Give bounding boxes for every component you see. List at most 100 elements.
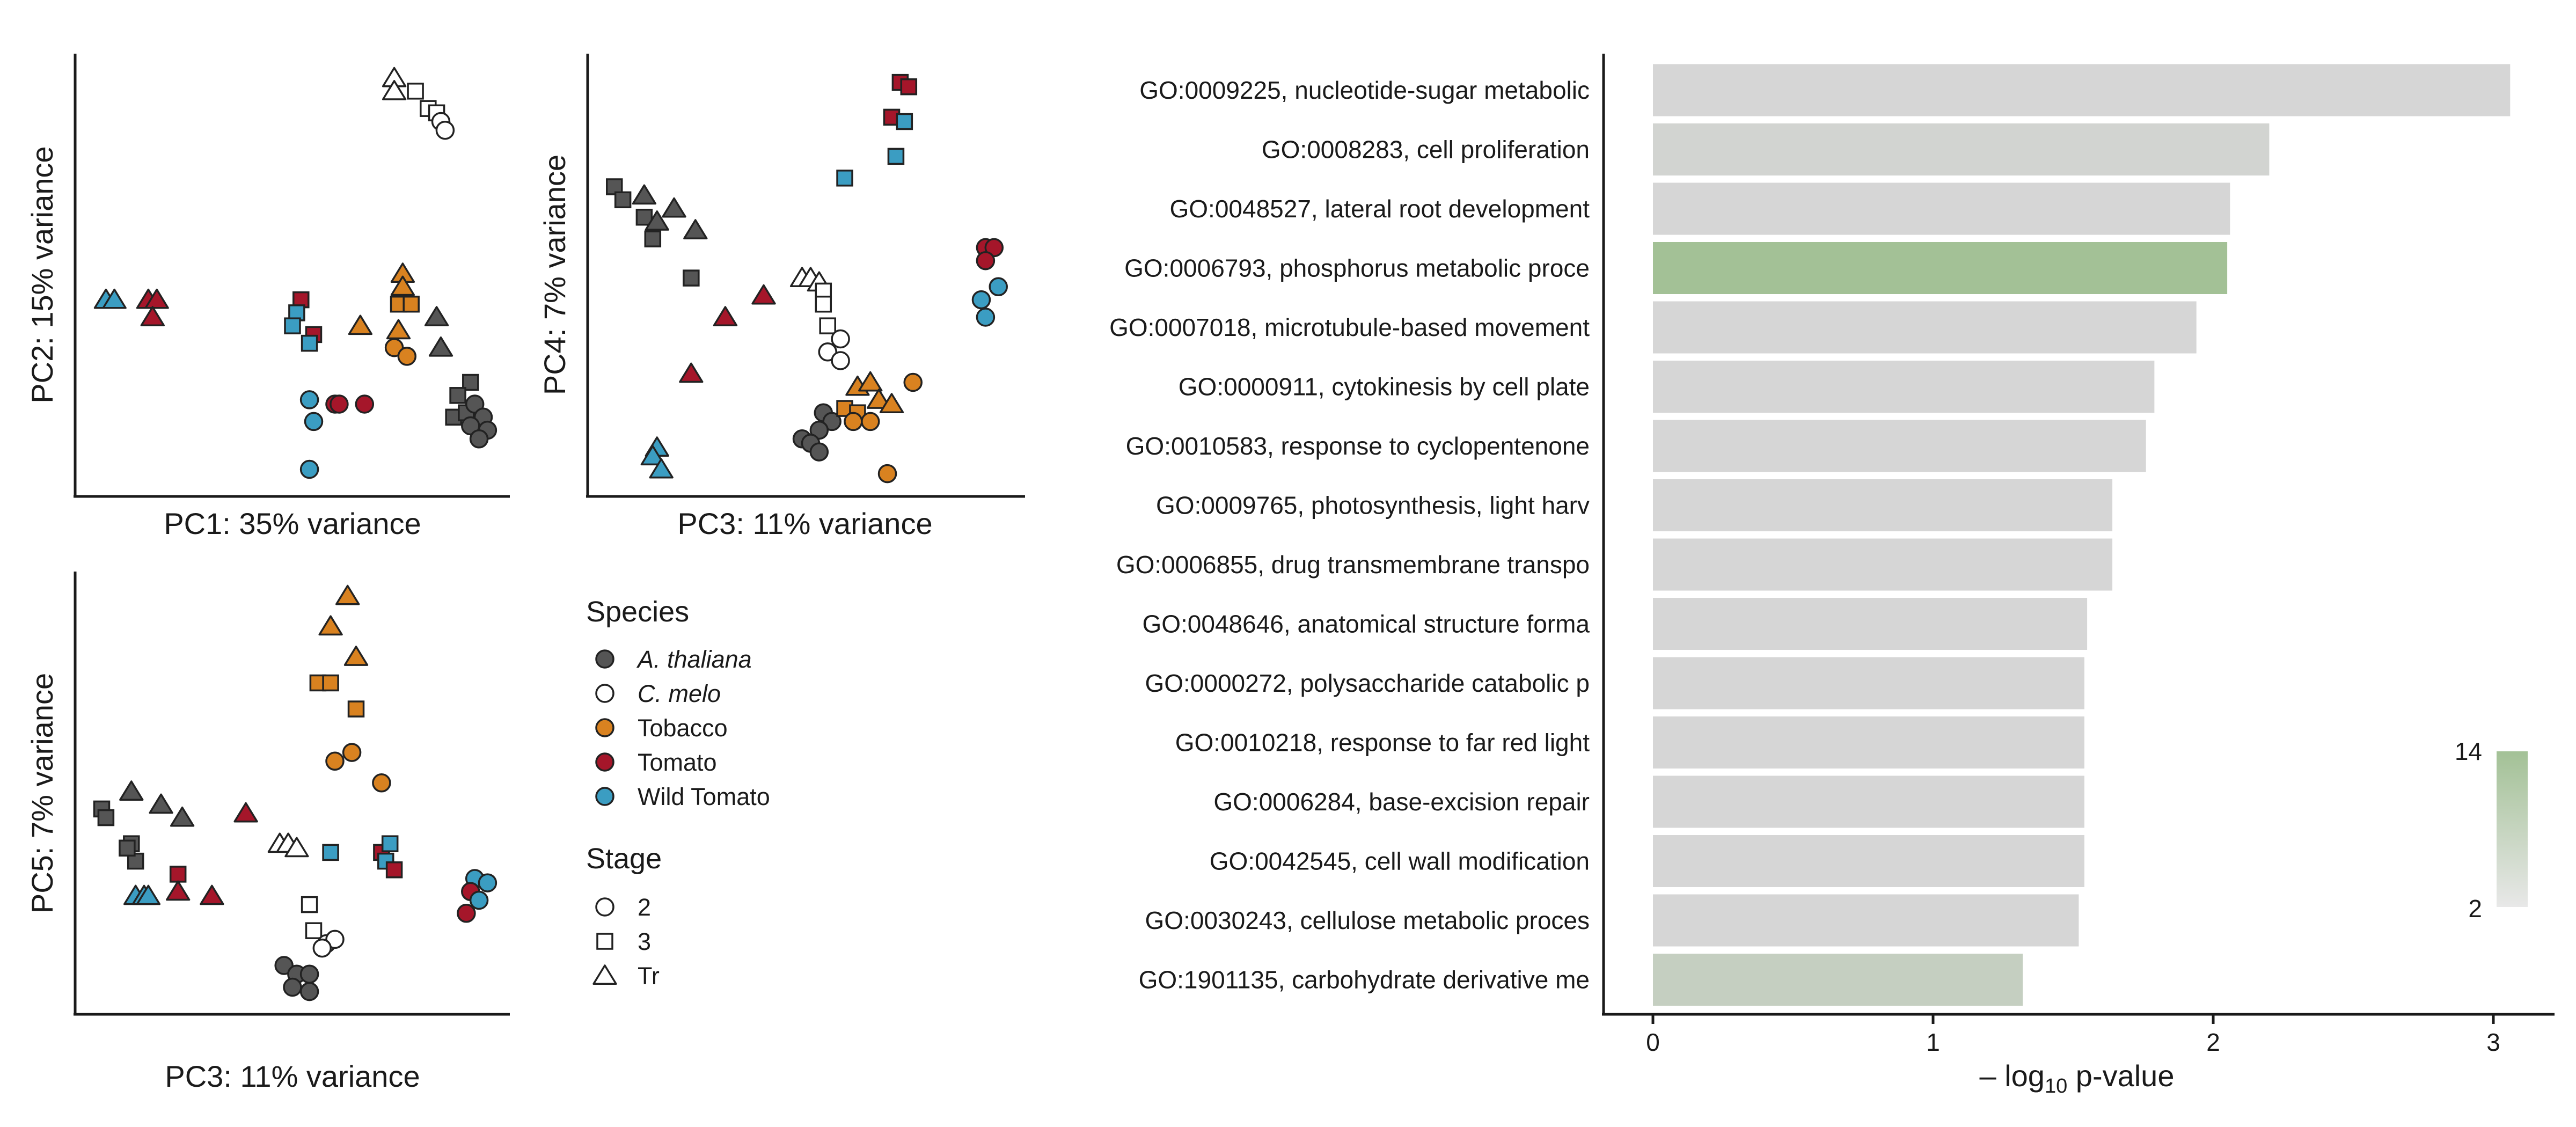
- legend-species-key: [595, 684, 614, 703]
- go-bar: [1653, 361, 2155, 413]
- go-x-label: – log10 p-value: [1980, 1059, 2175, 1097]
- scatter-point: [305, 922, 323, 939]
- scatter-point: [169, 866, 187, 883]
- scatter-point: [844, 412, 863, 431]
- scatter-point: [822, 412, 841, 431]
- scatter-point: [896, 113, 913, 130]
- pca-2-points: [606, 74, 1008, 484]
- go-bar: [1653, 123, 2270, 175]
- scatter-point: [751, 284, 776, 305]
- scatter-point: [640, 445, 665, 466]
- colorbar: [2497, 751, 2528, 907]
- scatter-point: [818, 342, 837, 362]
- scatter-point: [343, 646, 369, 666]
- go-x-tick-label: 0: [1646, 1028, 1660, 1056]
- scatter-point: [200, 884, 224, 905]
- scatter-point: [312, 938, 332, 958]
- go-term-label: GO:0009225, nucleotide-sugar metabolic: [1139, 76, 1590, 104]
- legend-stage-key: [596, 933, 613, 950]
- legend-species-label: Tobacco: [638, 714, 728, 742]
- scatter-point: [304, 412, 324, 431]
- scatter-point: [299, 964, 319, 984]
- scatter-point: [322, 674, 339, 692]
- scatter-point: [342, 743, 362, 762]
- scatter-point: [284, 837, 309, 858]
- go-term-label: GO:0008283, cell proliferation: [1262, 136, 1590, 164]
- scatter-point: [877, 464, 897, 484]
- scatter-point: [809, 442, 829, 462]
- go-x-tick-label: 2: [2206, 1028, 2220, 1056]
- scatter-point: [348, 314, 373, 335]
- scatter-point: [372, 773, 391, 793]
- scatter-point: [662, 197, 686, 218]
- pca-3-points: [93, 584, 497, 1001]
- go-term-label: GO:0006855, drug transmembrane transpo: [1116, 551, 1590, 579]
- go-term-label: GO:1901135, carbohydrate derivative me: [1139, 966, 1590, 994]
- legend-species-label: A. thaliana: [636, 646, 752, 673]
- go-x-label-suffix: p-value: [2067, 1059, 2174, 1093]
- scatter-point: [867, 389, 891, 409]
- scatter-point: [428, 336, 453, 357]
- scatter-point: [233, 802, 258, 823]
- scatter-point: [347, 700, 365, 718]
- go-bar: [1653, 538, 2113, 591]
- scatter-point: [449, 387, 466, 404]
- legend-species-key: [595, 787, 614, 806]
- go-term-label: GO:0000911, cytokinesis by cell plate: [1179, 373, 1590, 401]
- colorbar-max-label: 14: [2455, 737, 2482, 765]
- scatter-point: [170, 806, 195, 827]
- legend-stage-label: Tr: [638, 962, 660, 990]
- scatter-point: [299, 982, 319, 1001]
- scatter-point: [903, 372, 923, 392]
- scatter-point: [386, 319, 411, 340]
- go-bar: [1653, 716, 2084, 769]
- go-term-label: GO:0009765, photosynthesis, light harv: [1156, 492, 1590, 519]
- scatter-point: [815, 295, 832, 313]
- legend-stage-key: [595, 897, 614, 917]
- scatter-point: [809, 420, 829, 440]
- go-term-label: GO:0030243, cellulose metabolic proces: [1145, 906, 1590, 934]
- scatter-point: [136, 884, 161, 905]
- scatter-point: [713, 306, 738, 326]
- scatter-point: [644, 230, 662, 247]
- scatter-point: [478, 873, 497, 892]
- go-bar: [1653, 775, 2084, 828]
- scatter-point: [97, 809, 115, 826]
- legend-species-key: [595, 752, 614, 772]
- go-term-label: GO:0042545, cell wall modification: [1210, 847, 1590, 875]
- pca-panel-2: PC3: 11% variance PC4: 7% variance: [538, 54, 1025, 540]
- legend-species-list: A. thaliana C. melo Tobacco Tomato Wild Toma…: [595, 646, 770, 810]
- scatter-point: [879, 393, 904, 413]
- legend-stage-label: 3: [638, 928, 651, 955]
- scatter-point: [318, 615, 343, 636]
- scatter-point: [283, 977, 302, 997]
- go-x-tick-label: 1: [1926, 1028, 1940, 1056]
- scatter-point: [645, 210, 669, 231]
- scatter-point: [390, 275, 415, 296]
- legend-stage-list: 2 3 Tr: [592, 894, 660, 990]
- scatter-point: [144, 288, 169, 309]
- scatter-point: [887, 148, 905, 165]
- scatter-point: [381, 835, 399, 852]
- scatter-point: [119, 839, 136, 857]
- go-bar-chart: GO:0009225, nucleotide-sugar metabolic GO…: [1109, 54, 2555, 1097]
- scatter-point: [330, 394, 349, 414]
- go-term-label: GO:0000272, polysaccharide catabolic p: [1145, 669, 1590, 697]
- scatter-point: [976, 251, 996, 270]
- legend-species-label: Tomato: [638, 749, 717, 776]
- scatter-point: [140, 306, 165, 326]
- go-term-label: GO:0006284, base-excision repair: [1213, 788, 1590, 816]
- scatter-point: [457, 904, 476, 923]
- pca-2-x-label: PC3: 11% variance: [677, 507, 932, 540]
- scatter-point: [976, 308, 996, 327]
- scatter-point: [299, 390, 319, 409]
- scatter-point: [635, 208, 653, 226]
- go-term-label: GO:0010583, response to cyclopentenone: [1126, 432, 1590, 460]
- scatter-point: [301, 896, 318, 913]
- scatter-point: [149, 793, 173, 814]
- scatter-point: [424, 306, 449, 326]
- pca-panel-3: PC3: 11% variance PC5: 7% variance: [25, 572, 510, 1093]
- scatter-point: [355, 394, 375, 414]
- scatter-point: [119, 780, 144, 801]
